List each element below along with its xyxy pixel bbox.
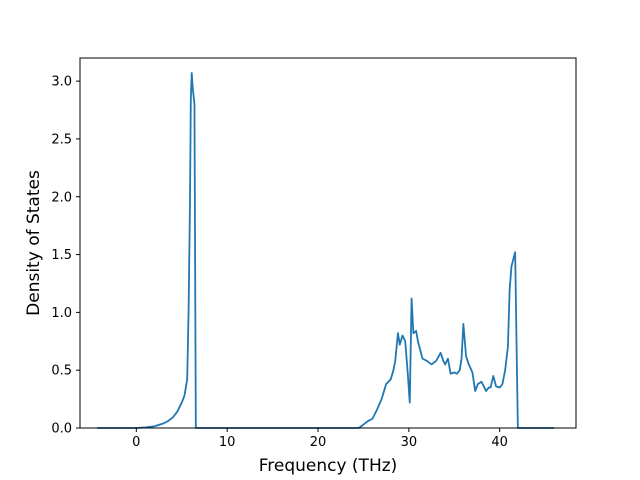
y-tick-label: 0.5 xyxy=(51,364,72,379)
x-tick-label: 40 xyxy=(491,435,508,450)
x-tick-label: 10 xyxy=(219,435,236,450)
y-tick-label: 2.5 xyxy=(51,132,72,147)
x-tick-label: 30 xyxy=(401,435,418,450)
dos-line-0 xyxy=(97,72,555,429)
x-tick-label: 20 xyxy=(310,435,327,450)
x-tick-label: 0 xyxy=(132,435,140,450)
y-tick-label: 2.0 xyxy=(51,190,72,205)
y-axis-label: Density of States xyxy=(24,170,44,316)
x-axis-label: Frequency (THz) xyxy=(259,456,398,476)
y-tick-label: 1.0 xyxy=(51,306,72,321)
y-tick-label: 1.5 xyxy=(51,248,72,263)
y-tick-label: 0.0 xyxy=(51,422,72,437)
y-axis: 0.0 0.5 1.0 1.5 2.0 2.5 3.0 xyxy=(51,75,80,437)
series-layer xyxy=(97,72,555,429)
plot-area xyxy=(80,58,576,428)
x-axis: 0 10 20 30 40 xyxy=(132,428,508,450)
plot-frame xyxy=(79,57,577,429)
y-tick-label: 3.0 xyxy=(51,75,72,90)
